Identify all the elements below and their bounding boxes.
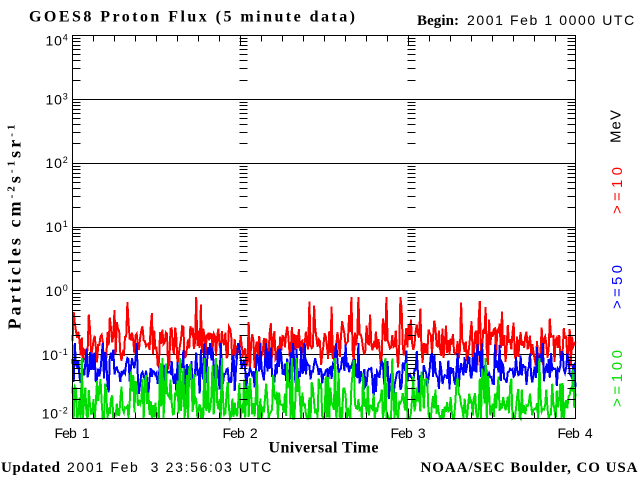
svg-text:Feb 1: Feb 1 bbox=[55, 425, 91, 441]
svg-text:100: 100 bbox=[46, 283, 69, 299]
svg-text:Particles cm-2s-1sr-1: Particles cm-2s-1sr-1 bbox=[5, 125, 25, 330]
svg-text:2001 Feb 3 23:56:03 UTC: 2001 Feb 3 23:56:03 UTC bbox=[67, 459, 272, 475]
svg-text:101: 101 bbox=[46, 219, 69, 235]
svg-text:Feb 3: Feb 3 bbox=[391, 425, 427, 441]
svg-text:104: 104 bbox=[46, 33, 69, 49]
svg-text:>=100: >=100 bbox=[609, 348, 626, 407]
svg-text:Feb 2: Feb 2 bbox=[223, 425, 259, 441]
svg-text:102: 102 bbox=[46, 155, 69, 171]
svg-text:2001 Feb 1 0000 UTC: 2001 Feb 1 0000 UTC bbox=[467, 12, 635, 28]
svg-text:MeV: MeV bbox=[608, 108, 625, 143]
svg-text:Begin:: Begin: bbox=[417, 13, 459, 29]
svg-text:103: 103 bbox=[46, 91, 69, 107]
svg-text:GOES8 Proton Flux (5 minute da: GOES8 Proton Flux (5 minute data) bbox=[29, 9, 355, 26]
svg-text:Updated: Updated bbox=[1, 460, 61, 476]
svg-text:NOAA/SEC Boulder, CO USA: NOAA/SEC Boulder, CO USA bbox=[421, 460, 638, 476]
svg-text:Feb 4: Feb 4 bbox=[558, 425, 594, 441]
svg-text:Universal Time: Universal Time bbox=[269, 440, 379, 457]
